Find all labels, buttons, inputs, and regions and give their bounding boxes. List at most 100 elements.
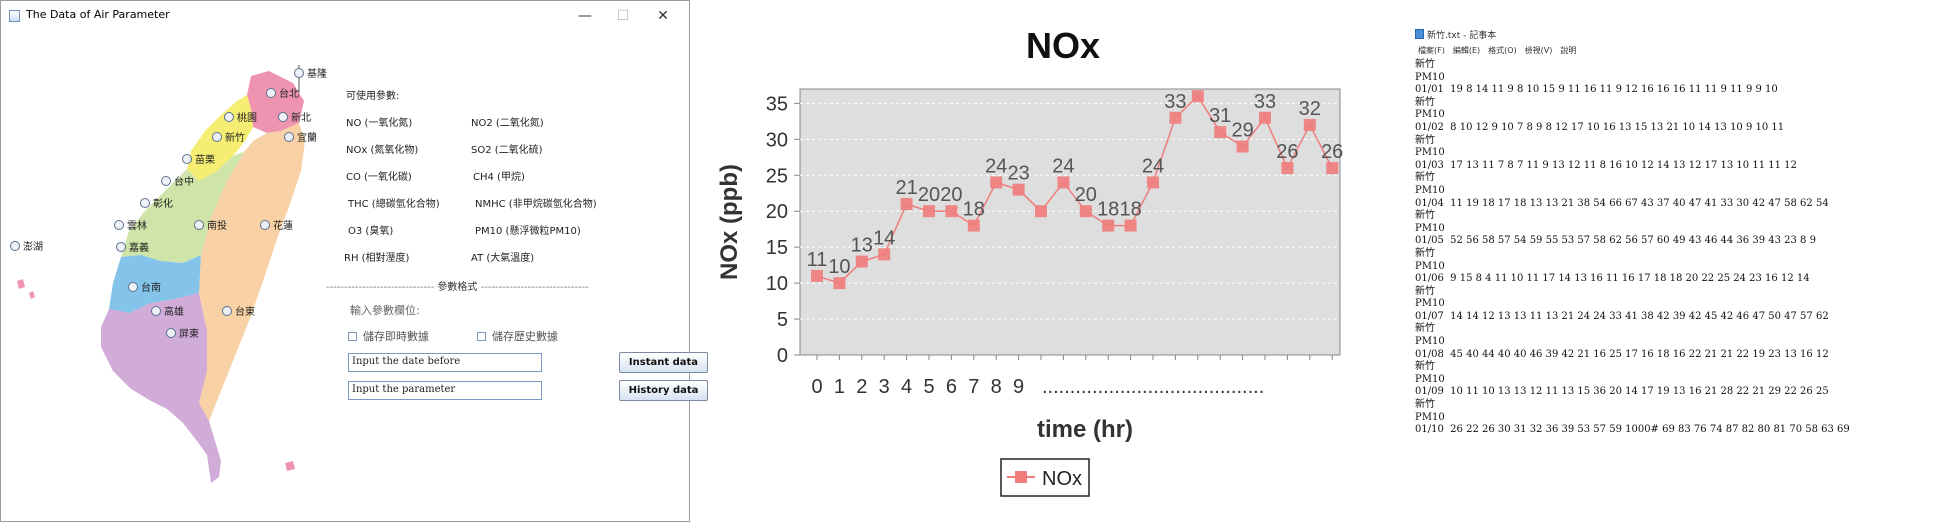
y-tick-label: 5 [777,309,788,331]
checkbox-box[interactable] [348,331,357,341]
city-radio-icon[interactable] [284,132,294,142]
x-tick-label: 5 [923,376,934,398]
data-point [1147,176,1159,189]
city-taoyuan[interactable]: 桃園 [224,111,258,124]
city-taichung[interactable]: 台中 [161,175,195,188]
param-rh: RH (相對溼度) [344,253,410,264]
data-label: 11 [807,249,828,271]
city-chiayi[interactable]: 嘉義 [116,241,150,254]
city-radio-icon[interactable] [294,68,304,78]
text-line: PM10 [1415,373,1445,385]
x-tick-suffix: ........................................ [1042,376,1264,398]
menu-edit[interactable]: 編輯(E) [1452,46,1481,55]
city-radio-icon[interactable] [224,112,234,122]
minimize-button[interactable]: — [578,8,592,24]
date-input[interactable]: Input the date before [348,353,542,372]
data-point [878,248,891,261]
y-tick-label: 30 [766,129,788,151]
data-label: 18 [963,199,985,221]
data-point [1124,219,1137,232]
menu-format[interactable]: 格式(O) [1488,46,1517,55]
text-line: 新竹 [1415,247,1435,259]
parameter-input[interactable]: Input the parameter [348,381,542,400]
window-title: The Data of Air Parameter [26,8,170,21]
city-hualien[interactable]: 花蓮 [260,219,294,232]
legend-label: NOx [1042,468,1082,490]
window-titlebar[interactable]: The Data of Air Parameter — ☐ ✕ [1,1,689,31]
city-taitung[interactable]: 台東 [222,305,256,318]
city-yunlin[interactable]: 雲林 [114,219,148,232]
save-realtime-checkbox[interactable]: 儲存即時數據 [348,328,429,344]
menu-help[interactable]: 說明 [1560,46,1577,55]
city-keelung[interactable]: 基隆 [294,67,328,80]
java-app-icon [9,10,20,22]
grid-lines [800,102,1340,320]
city-miaoli[interactable]: 苗栗 [182,154,216,166]
city-radio-icon[interactable] [194,220,204,230]
input-field-label: 輸入參數欄位: [350,304,420,317]
region-north-pink [247,71,304,133]
city-label: 新竹 [225,131,245,144]
checkbox-box[interactable] [477,331,486,341]
data-point [1281,162,1294,175]
city-nantou[interactable]: 南投 [194,219,228,232]
text-line: 01/04 11 19 18 17 18 13 13 21 38 54 66 6… [1415,197,1829,209]
city-radio-icon[interactable] [222,306,232,316]
city-tainan[interactable]: 台南 [128,281,162,294]
city-radio-icon[interactable] [151,306,161,316]
city-radio-icon[interactable] [212,132,222,142]
text-line: PM10 [1415,336,1445,348]
city-changhua[interactable]: 彰化 [140,197,174,210]
city-label: 高雄 [164,305,184,318]
data-point [855,255,868,268]
data-label: 20 [1075,184,1097,206]
data-point [1079,205,1092,218]
param-ch4: CH4 (甲烷) [473,172,525,183]
city-radio-icon[interactable] [128,282,138,292]
city-hsinchu[interactable]: 新竹 [212,131,246,144]
city-penghu[interactable]: 澎湖 [10,241,44,253]
y-tick-label: 15 [766,237,788,259]
city-radio-icon[interactable] [278,112,288,122]
data-label: 13 [851,235,873,257]
history-data-button[interactable]: History data [619,380,708,401]
city-radio-icon[interactable] [114,220,124,230]
city-label: 苗栗 [195,154,215,166]
menu-file[interactable]: 檔案(F) [1418,46,1445,55]
city-radio-icon[interactable] [182,154,192,164]
notepad-text-area[interactable]: 新竹 PM10 01/01 19 8 14 11 9 8 10 15 9 11 16… [1413,59,1960,437]
maximize-button[interactable]: ☐ [616,8,630,24]
city-radio-icon[interactable] [10,241,20,251]
city-radio-icon[interactable] [140,198,150,208]
x-tick-label: 6 [946,376,957,398]
menu-view[interactable]: 檢視(V) [1524,46,1553,55]
city-taipei[interactable]: 台北 [266,87,300,100]
data-label: 20 [940,184,962,206]
y-tick-label: 25 [766,165,788,187]
city-radio-icon[interactable] [161,176,171,186]
data-label: 23 [1007,163,1029,185]
city-radio-icon[interactable] [260,220,270,230]
text-line: PM10 [1415,184,1445,196]
notepad-titlebar[interactable]: 新竹.txt - 記事本 [1413,26,1960,43]
city-label: 嘉義 [129,241,149,254]
instant-data-button[interactable]: Instant data [619,352,708,373]
city-radio-icon[interactable] [266,88,276,98]
city-yilan[interactable]: 宜蘭 [284,131,318,144]
data-point [1214,126,1227,139]
text-line: 新竹 [1415,361,1435,373]
city-radio-icon[interactable] [166,328,176,338]
data-label: 10 [828,256,850,278]
city-pingtung[interactable]: 屏東 [166,327,200,340]
data-point [1057,176,1070,189]
text-line: 新竹 [1415,96,1435,108]
save-history-checkbox[interactable]: 儲存歷史數據 [477,328,558,344]
city-kaohsiung[interactable]: 高雄 [151,305,185,318]
close-button[interactable]: ✕ [657,8,669,24]
param-nmhc: NMHC (非甲烷碳氫化合物) [475,199,597,210]
x-tick-label: 9 [1013,376,1024,398]
city-newtaipei[interactable]: 新北 [278,111,312,124]
data-label: 24 [1142,155,1164,177]
city-radio-icon[interactable] [116,242,126,252]
